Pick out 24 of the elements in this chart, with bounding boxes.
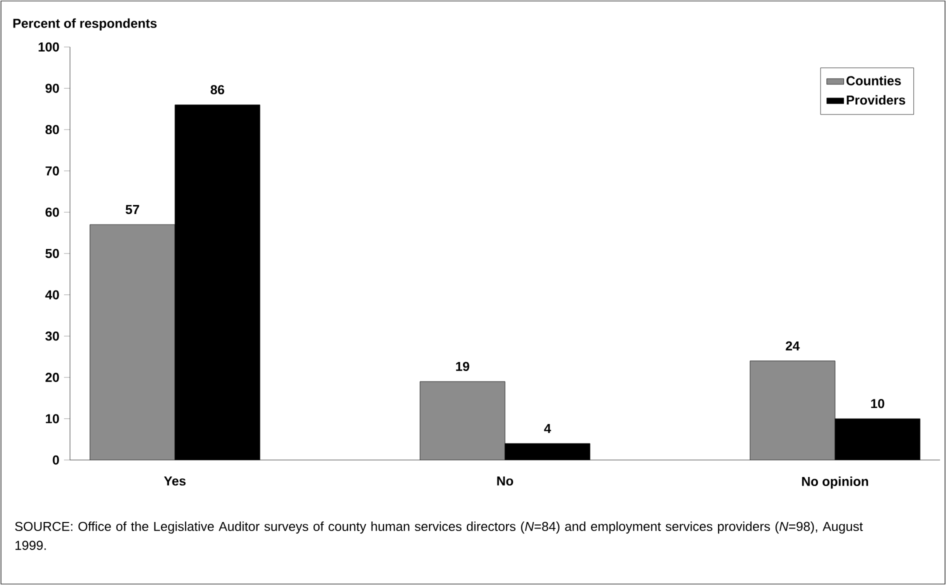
x-tick-label: No: [497, 476, 514, 486]
x-tick-label: No opinion: [802, 476, 868, 489]
y-tick-label: 90: [46, 84, 59, 93]
data-label: 57: [126, 205, 140, 214]
data-label: 86: [210, 85, 224, 94]
y-tick-label: 30: [45, 332, 59, 341]
legend-label: Providers: [846, 95, 906, 105]
y-tick-label: 70: [46, 166, 59, 176]
data-label: 19: [456, 362, 470, 372]
text: SOURCE: Office of the Legislative Auditor surveys of county human services directors (N=84) and employment services providers (N=98), August 1999.: [15, 522, 863, 550]
data-label: 4: [544, 424, 552, 433]
y-tick-label: 40: [45, 290, 59, 300]
x-tick-label: Yes: [164, 476, 186, 486]
y-axis-title: Percent of respondents: [13, 18, 157, 30]
legend-label: Counties: [846, 76, 901, 86]
y-tick-label: 80: [45, 125, 59, 134]
y-tick-label: 20: [46, 372, 59, 382]
data-label: 24: [786, 341, 800, 350]
data-label: 10: [871, 399, 884, 408]
y-tick-label: 10: [46, 414, 59, 424]
y-tick-label: 100: [38, 42, 59, 52]
y-tick-label: 0: [52, 455, 59, 465]
y-tick-label: 50: [45, 248, 59, 258]
y-tick-label: 60: [46, 208, 59, 217]
